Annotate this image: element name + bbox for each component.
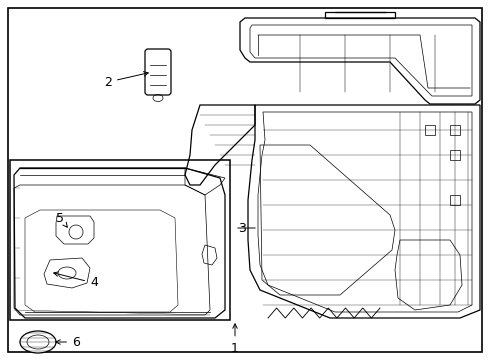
Bar — [10, 160, 230, 320]
Ellipse shape — [20, 331, 56, 353]
Bar — [450, 150, 460, 160]
Bar — [450, 195, 460, 205]
Text: 6: 6 — [56, 336, 80, 348]
Bar — [425, 125, 435, 135]
Text: 2: 2 — [104, 72, 148, 89]
Text: 1: 1 — [231, 324, 239, 355]
FancyBboxPatch shape — [145, 49, 171, 95]
Text: 5: 5 — [56, 212, 67, 227]
Text: 4: 4 — [54, 272, 98, 289]
Text: 3: 3 — [238, 221, 246, 234]
Bar — [450, 125, 460, 135]
